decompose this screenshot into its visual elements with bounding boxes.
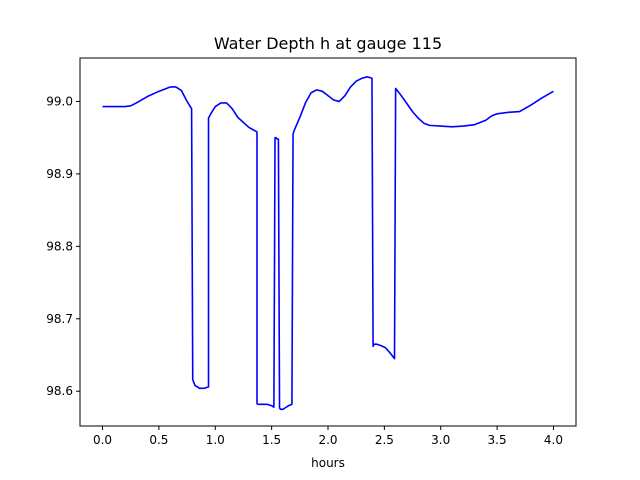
x-tick-label: 3.0	[431, 433, 450, 447]
x-tick-label: 2.0	[318, 433, 337, 447]
y-tick-label: 98.7	[46, 312, 73, 326]
x-tick-label: 1.0	[206, 433, 225, 447]
y-tick-label: 99.0	[46, 94, 73, 108]
series-line	[102, 76, 554, 411]
x-tick-label: 0.5	[149, 433, 168, 447]
plot-area	[102, 76, 554, 411]
y-axis: 98.6 98.7 98.8 98.9 99.0	[46, 94, 80, 398]
x-tick-label: 3.5	[488, 433, 507, 447]
x-tick-label: 2.5	[375, 433, 394, 447]
x-tick-label: 1.5	[262, 433, 281, 447]
x-tick-label: 0.0	[93, 433, 112, 447]
y-tick-label: 98.6	[46, 384, 73, 398]
x-tick-label: 4.0	[544, 433, 563, 447]
x-axis: 0.0 0.5 1.0 1.5 2.0 2.5 3.0 3.5 4.0	[93, 426, 563, 447]
x-axis-label: hours	[311, 456, 345, 470]
y-tick-label: 98.9	[46, 167, 73, 181]
chart-title: Water Depth h at gauge 115	[214, 34, 442, 53]
y-tick-label: 98.8	[46, 239, 73, 253]
